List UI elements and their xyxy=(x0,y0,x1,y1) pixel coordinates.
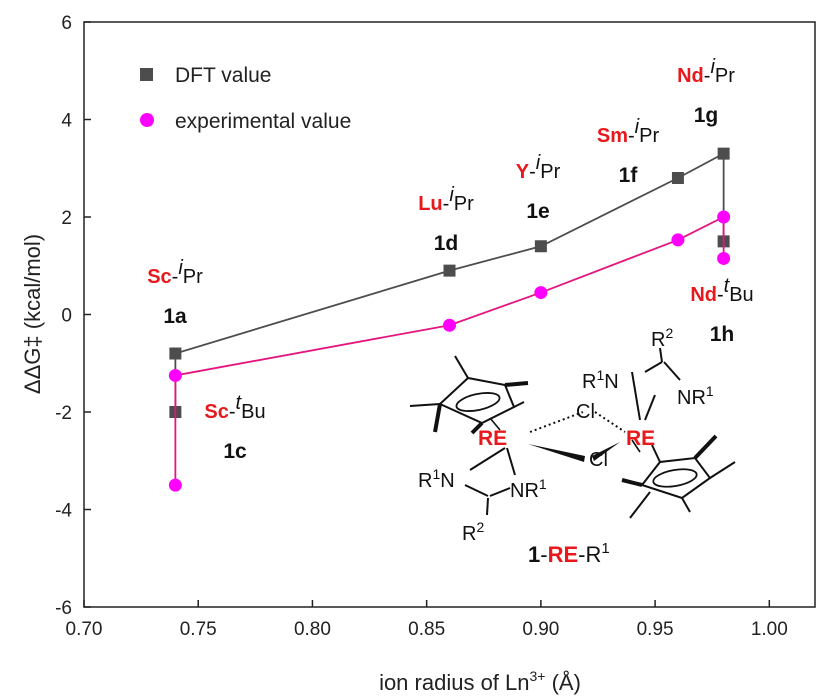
data-point-dft xyxy=(443,264,456,277)
x-tick-label: 0.95 xyxy=(637,619,674,640)
legend-marker-dft xyxy=(140,68,153,81)
structure-re-left: RE xyxy=(478,427,507,450)
x-tick-label: 0.90 xyxy=(522,619,559,640)
annotation-label-1h: Nd-tBu xyxy=(690,275,753,306)
dimer-structure-illustration xyxy=(409,347,736,519)
structure-re-right: RE xyxy=(626,427,655,450)
structure-cl-bottom: Cl xyxy=(589,449,608,471)
structure-r1n-right: R1N xyxy=(582,367,619,393)
annotation-label-1g: Nd-iPr xyxy=(677,56,735,87)
left-cp-ring xyxy=(409,355,529,435)
data-point-experimental xyxy=(534,286,548,300)
annotation-label-1d: Lu-iPr xyxy=(418,184,474,215)
y-tick-label: 6 xyxy=(61,13,72,34)
x-tick-label: 0.70 xyxy=(66,619,103,640)
data-point-experimental xyxy=(443,318,456,332)
legend-label-experimental: experimental value xyxy=(175,110,351,133)
annotation-id-1c: 1c xyxy=(223,440,247,463)
data-point-dft xyxy=(717,147,730,160)
data-point-experimental xyxy=(671,233,685,247)
right-cp-ring xyxy=(621,434,736,519)
y-tick-label: 4 xyxy=(61,111,72,132)
annotation-label-1c: Sc-tBu xyxy=(204,392,265,423)
legend-marker-experimental xyxy=(140,113,154,127)
structure-cl-top: Cl xyxy=(576,401,595,423)
structure-r1n-left: R1N xyxy=(418,466,455,492)
data-point-experimental xyxy=(717,210,731,224)
annotation-label-1f: Sm-iPr xyxy=(597,116,660,147)
y-tick-label: 2 xyxy=(61,208,72,229)
structure-labels: RE RE Cl Cl R1N NR1 R2 R1N NR1 R2 1-RE-R… xyxy=(418,325,714,567)
structure-r2-right: R2 xyxy=(651,325,673,351)
legend: DFT value experimental value xyxy=(140,64,351,133)
annotation-id-1d: 1d xyxy=(434,232,459,255)
series-layer xyxy=(168,147,731,492)
x-tick-label: 0.75 xyxy=(180,619,217,640)
annotation-id-1a: 1a xyxy=(163,305,187,328)
y-axis-title: ΔΔG‡ (kcal/mol) xyxy=(20,234,45,394)
annotation-label-1e: Y-iPr xyxy=(516,152,561,183)
x-tick-label: 0.85 xyxy=(408,619,445,640)
annotation-id-1g: 1g xyxy=(694,104,719,127)
x-tick-label: 1.00 xyxy=(751,619,788,640)
annotation-id-1f: 1f xyxy=(619,164,639,187)
structure-r2-left: R2 xyxy=(462,519,484,545)
x-tick-label: 0.80 xyxy=(294,619,331,640)
data-point-dft xyxy=(534,240,547,253)
x-axis-title: ion radius of Ln3+ (Å) xyxy=(379,668,581,695)
annotations: Sc-iPr 1a Sc-tBu 1c Lu-iPr 1d Y-iPr 1e Sm-iPr 1f N… xyxy=(147,56,753,463)
data-point-dft xyxy=(169,347,182,360)
y-tick-label: -2 xyxy=(55,403,72,424)
y-tick-label: 0 xyxy=(61,306,72,327)
legend-label-dft: DFT value xyxy=(175,64,271,87)
y-tick-label: -4 xyxy=(55,501,72,522)
structure-caption: 1-RE-R1 xyxy=(528,540,610,567)
axes: 0.70 0.75 0.80 0.85 0.90 0.95 1.00 6 4 2 0 -2 -4 -6 xyxy=(55,13,816,640)
data-point-dft xyxy=(671,172,684,184)
annotation-label-1a: Sc-iPr xyxy=(147,257,203,288)
structure-nr1-left: NR1 xyxy=(510,476,547,502)
y-tick-label: -6 xyxy=(55,598,72,619)
annotation-id-1e: 1e xyxy=(526,200,549,223)
data-point-experimental xyxy=(168,368,182,382)
annotation-id-1h: 1h xyxy=(710,323,735,346)
structure-nr1-right: NR1 xyxy=(677,383,714,409)
data-point-experimental xyxy=(168,478,182,492)
data-point-experimental xyxy=(717,251,731,265)
